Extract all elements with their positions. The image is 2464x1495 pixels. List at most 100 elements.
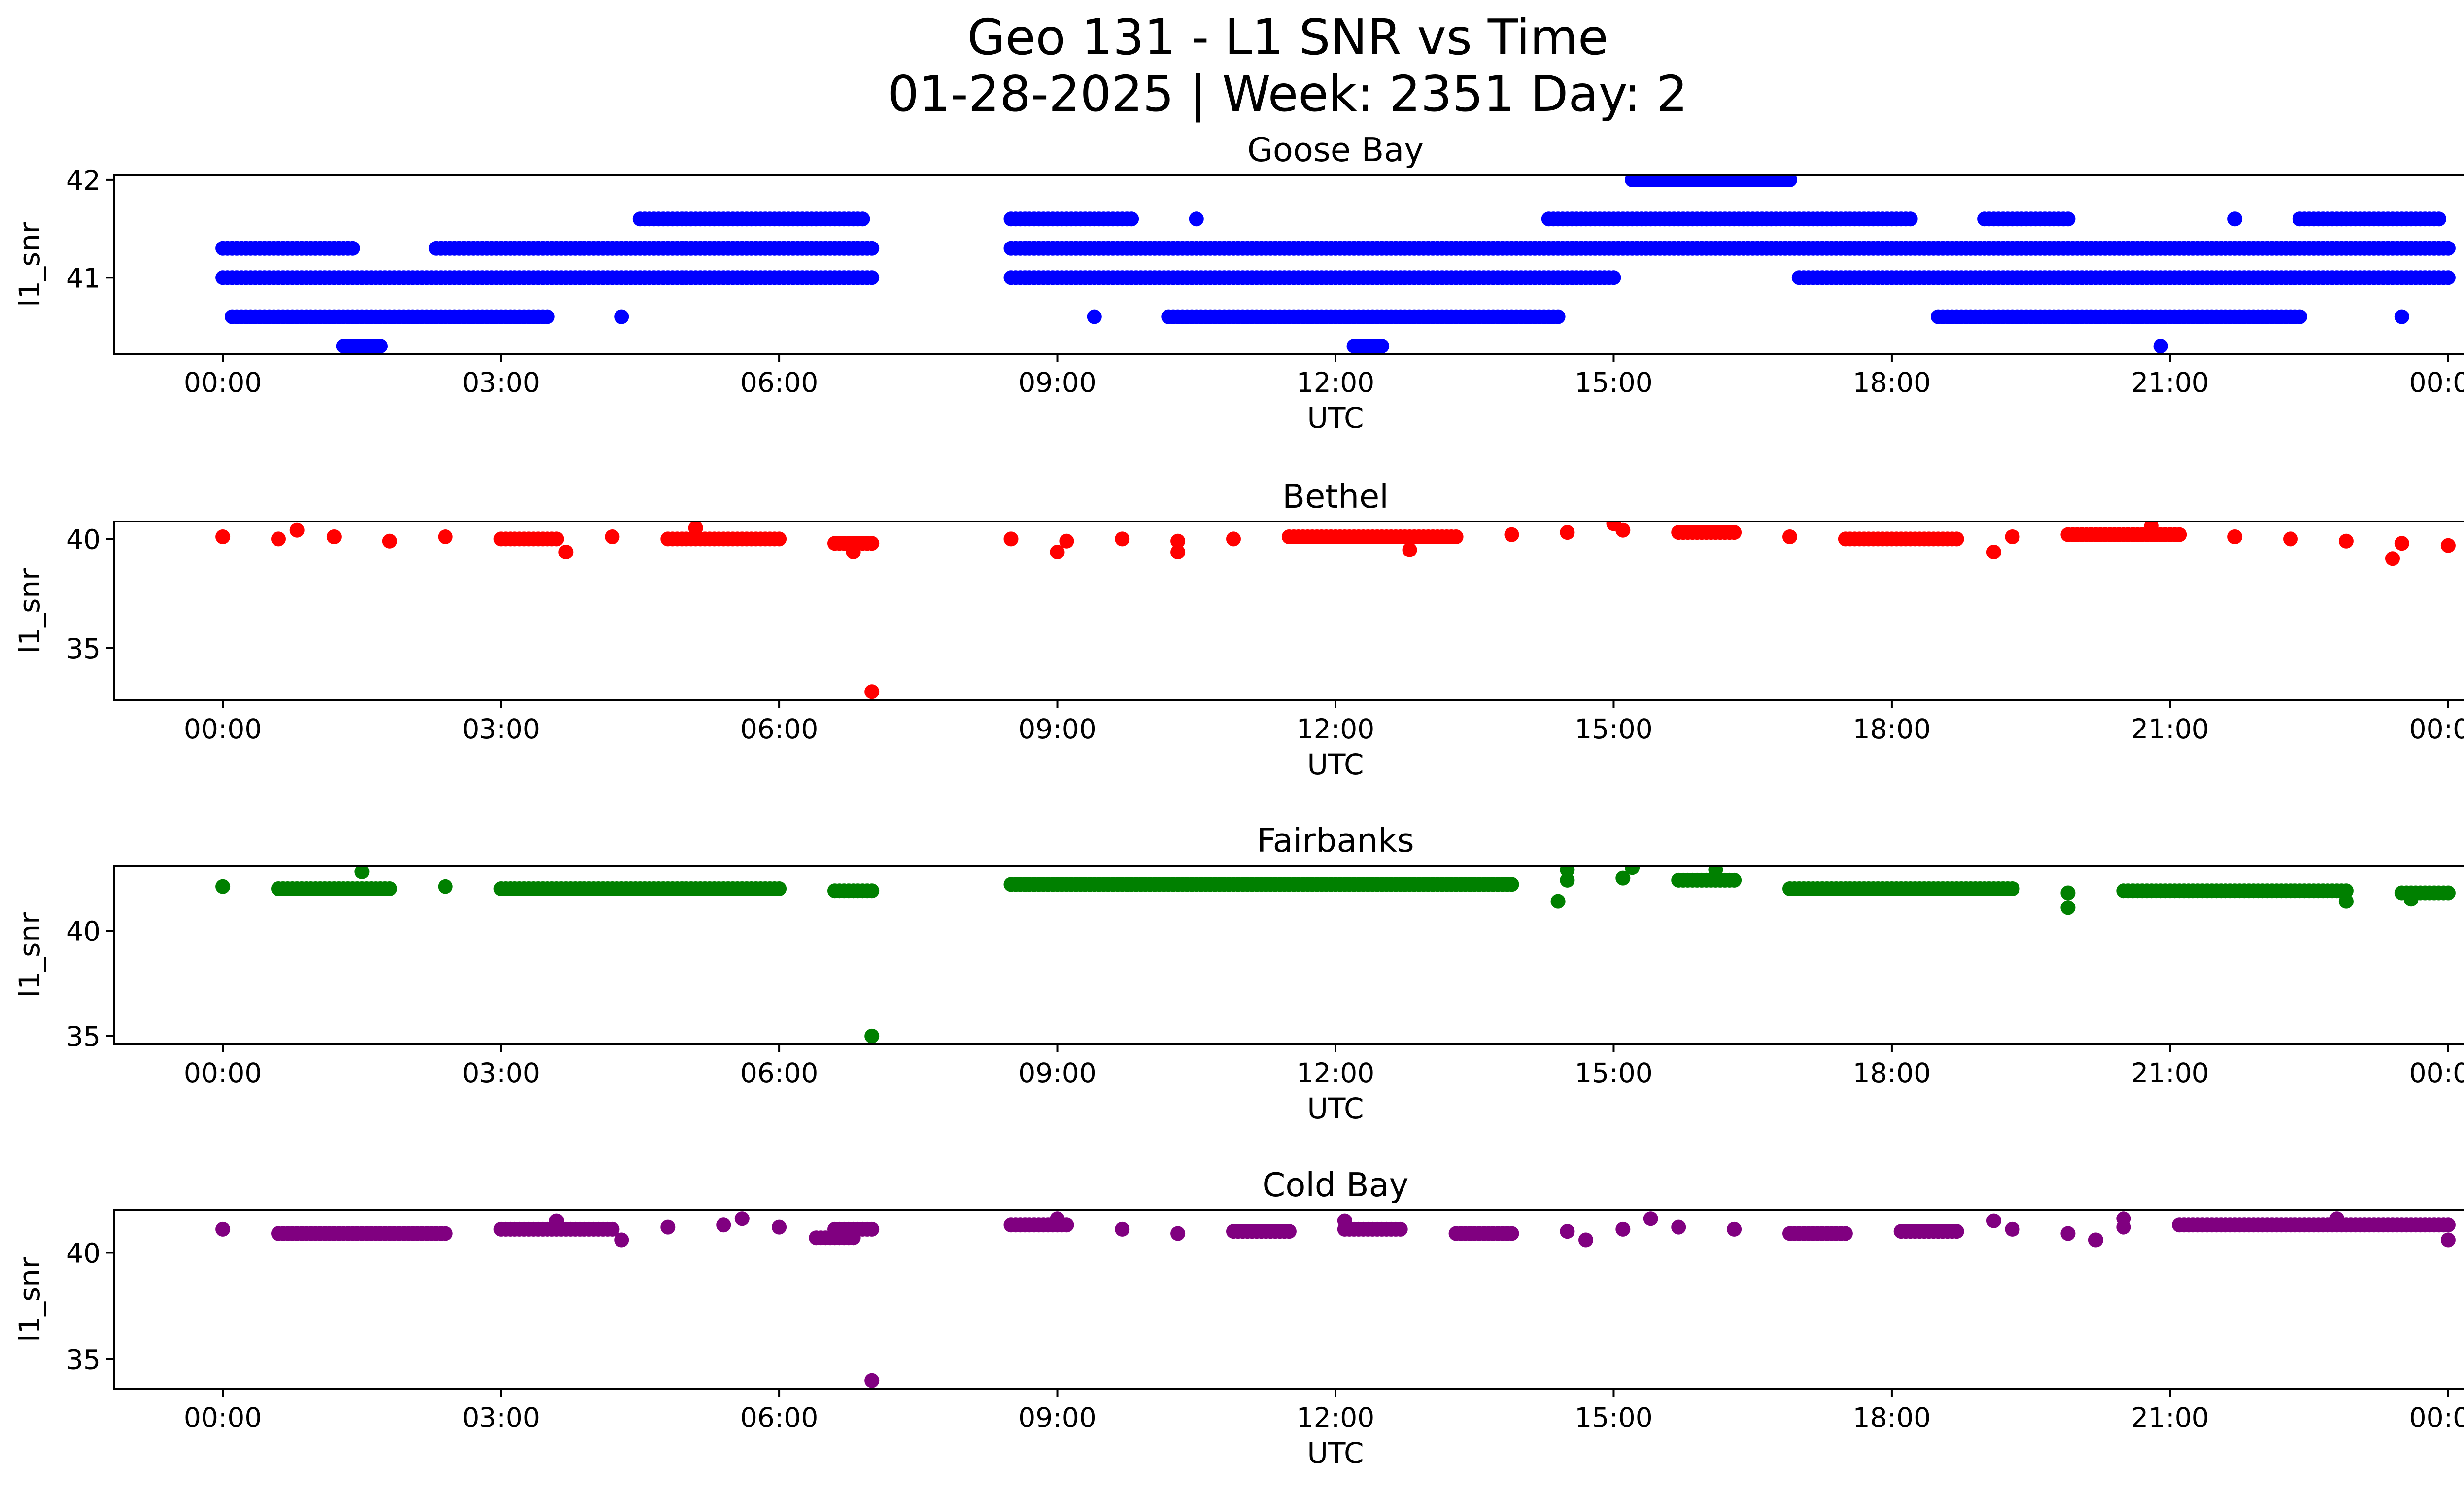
data-point (2060, 885, 2076, 901)
x-tick-label: 09:00 (1018, 367, 1096, 398)
data-point (1727, 525, 1742, 540)
y-tick-label: 40 (66, 523, 101, 555)
data-point (864, 241, 880, 256)
data-point (2440, 538, 2456, 553)
data-point (1782, 175, 1797, 187)
data-point (540, 309, 555, 324)
panel-title-goose-bay: Goose Bay (1247, 131, 1424, 169)
data-point (2329, 1211, 2345, 1226)
x-tick-label: 09:00 (1018, 1402, 1096, 1433)
data-point (2005, 529, 2020, 544)
data-point (2440, 885, 2456, 901)
x-tick-label: 18:00 (1853, 713, 1931, 745)
data-point (1050, 545, 1065, 559)
data-point (2385, 551, 2400, 566)
data-point (2153, 339, 2168, 354)
data-point (1281, 1224, 1297, 1239)
data-point (864, 684, 880, 699)
data-point (772, 1219, 787, 1235)
data-point (2338, 894, 2354, 909)
data-point (1838, 1226, 1853, 1241)
data-point (1226, 531, 1241, 547)
x-tick-label: 15:00 (1574, 367, 1653, 398)
y-tick-label: 40 (66, 1237, 101, 1269)
data-point (289, 522, 305, 538)
data-point (2005, 1221, 2020, 1237)
data-point (605, 529, 620, 544)
x-tick-label: 03:00 (462, 1402, 540, 1433)
x-tick-label: 12:00 (1297, 1057, 1375, 1089)
data-point (438, 879, 453, 894)
data-point (271, 531, 286, 547)
data-point (2060, 900, 2076, 915)
data-point (688, 522, 703, 536)
data-point (2394, 309, 2409, 324)
x-tick-label: 12:00 (1297, 713, 1375, 745)
data-point (1625, 866, 1640, 875)
x-tick-label: 00:00 (2409, 1057, 2464, 1089)
data-point (1504, 1226, 1519, 1241)
data-point (345, 241, 360, 256)
series-points-goose-bay (215, 175, 2456, 354)
data-point (2403, 892, 2419, 907)
panel-goose-bay: Goose Bay 00:00 03:00 06:00 09:00 12:00 15:00 1… (13, 131, 2464, 435)
data-point (2440, 1232, 2456, 1248)
data-point (215, 879, 231, 894)
data-point (1337, 1213, 1352, 1228)
y-tick-label: 40 (66, 915, 101, 947)
data-point (354, 866, 370, 879)
data-point (1402, 542, 1417, 557)
data-point (2227, 211, 2243, 227)
data-point (864, 1373, 880, 1388)
data-point (2060, 211, 2076, 227)
data-point (1124, 211, 1139, 227)
data-point (2292, 309, 2307, 324)
x-tick-label: 21:00 (2131, 1402, 2209, 1433)
data-point (1708, 866, 1723, 877)
x-tick-label: 00:00 (184, 1402, 262, 1433)
x-tick-label: 00:00 (184, 1057, 262, 1089)
data-point (1949, 1224, 1964, 1239)
data-point (1170, 545, 1186, 559)
y-tick-label: 41 (66, 262, 101, 294)
data-point (1560, 1224, 1575, 1239)
data-point (215, 529, 231, 544)
data-point (2338, 883, 2354, 899)
data-point (549, 1213, 564, 1228)
y-axis-label-bethel: l1_snr (13, 568, 46, 654)
data-point (864, 1221, 880, 1237)
data-point (2144, 522, 2159, 533)
data-point (1003, 531, 1019, 547)
x-tick-label: 06:00 (740, 713, 819, 745)
data-point (2005, 881, 2020, 896)
data-point (1115, 531, 1130, 547)
data-point (382, 881, 397, 896)
data-point (2431, 211, 2446, 227)
x-tick-label: 03:00 (462, 1057, 540, 1089)
data-point (1393, 1221, 1408, 1237)
data-point (1170, 533, 1186, 549)
y-axis-label-goose-bay: l1_snr (13, 222, 46, 307)
data-point (2283, 531, 2298, 547)
series-points-fairbanks (215, 866, 2456, 1043)
figure-title-line-2: 01-28-2025 | Week: 2351 Day: 2 (888, 65, 1687, 123)
series-points-cold-bay (215, 1211, 2456, 1388)
data-point (2060, 1226, 2076, 1241)
panel-title-cold-bay: Cold Bay (1263, 1166, 1409, 1204)
y-tick-label: 35 (66, 1344, 101, 1376)
x-tick-label: 15:00 (1574, 713, 1653, 745)
data-point (864, 883, 880, 899)
chart-panels: Goose Bay 00:00 03:00 06:00 09:00 12:00 15:00 1… (13, 131, 2464, 1470)
data-point (734, 1211, 750, 1226)
y-axis-label-cold-bay: l1_snr (13, 1257, 46, 1342)
x-tick-label: 03:00 (462, 367, 540, 398)
data-point (1578, 1232, 1593, 1248)
data-point (1606, 270, 1621, 285)
series-points-bethel (215, 522, 2456, 699)
x-tick-label: 18:00 (1853, 1057, 1931, 1089)
data-point (1727, 872, 1742, 888)
data-point (1671, 1219, 1686, 1235)
data-point (1903, 211, 1918, 227)
data-point (1087, 309, 1102, 324)
